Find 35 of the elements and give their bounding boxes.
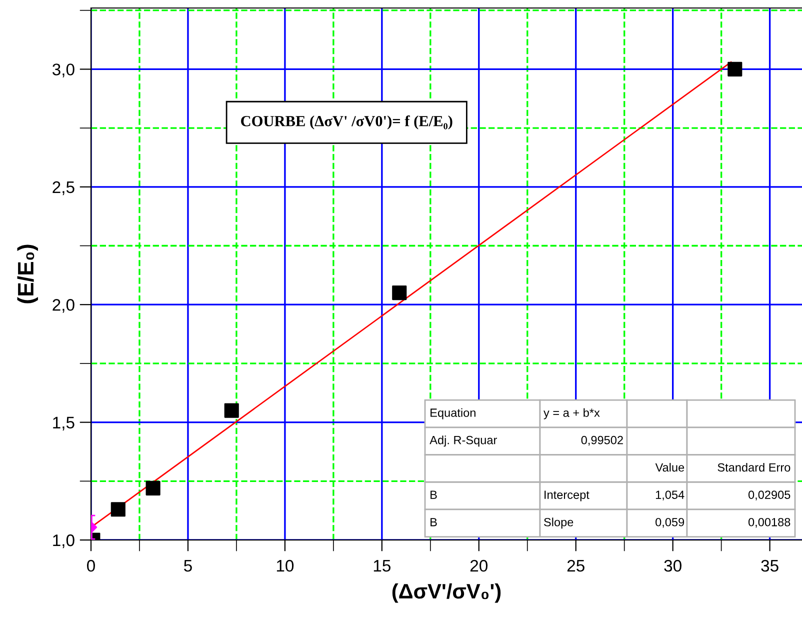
annotation: 0,059 (656, 518, 684, 528)
annotation: Standard Erro (718, 462, 790, 472)
point (224, 403, 239, 418)
point (392, 286, 407, 300)
annotation: 0,00188 (748, 518, 790, 528)
annotation: 0,99502 (581, 436, 623, 446)
annotation: Adj. R-Squar (430, 436, 497, 447)
y-tick-label: 3,0 (52, 64, 74, 78)
x-tick-label: 35 (761, 560, 778, 572)
y-tick-label: 2,0 (52, 299, 74, 313)
annotation: B (430, 518, 437, 526)
point (728, 62, 742, 76)
y-tick-label: 1,5 (53, 416, 74, 430)
y-axis-title: (E/E₀) (17, 244, 38, 304)
y-tick-label: 1,0 (53, 534, 74, 548)
x-tick-label: 15 (374, 560, 390, 572)
annotation: Equation (430, 408, 476, 420)
annotation: 1,054 (656, 490, 684, 500)
annotation: 0,02905 (748, 490, 790, 500)
y-tick-label: 2,5 (52, 181, 74, 196)
x-tick-label: 25 (567, 560, 584, 572)
x-tick-label: 20 (470, 560, 488, 572)
text: COURBE (ΔσV' /σV0')= f (E/E₀) (241, 115, 452, 130)
annotation: Intercept (544, 490, 590, 502)
annotation: Value (655, 462, 684, 472)
x-tick-label: 10 (276, 560, 294, 572)
x-axis-title: (ΔσV'/σV₀') (392, 583, 501, 603)
annotation: Slope (544, 518, 574, 529)
annotation: y = a + b*x (544, 408, 600, 420)
x-tick-label: 0 (87, 560, 95, 572)
x-tick-label: 30 (664, 560, 682, 572)
annotation: B (430, 490, 437, 499)
point (146, 480, 160, 496)
x-tick-label: 5 (184, 560, 192, 572)
point (110, 502, 126, 517)
